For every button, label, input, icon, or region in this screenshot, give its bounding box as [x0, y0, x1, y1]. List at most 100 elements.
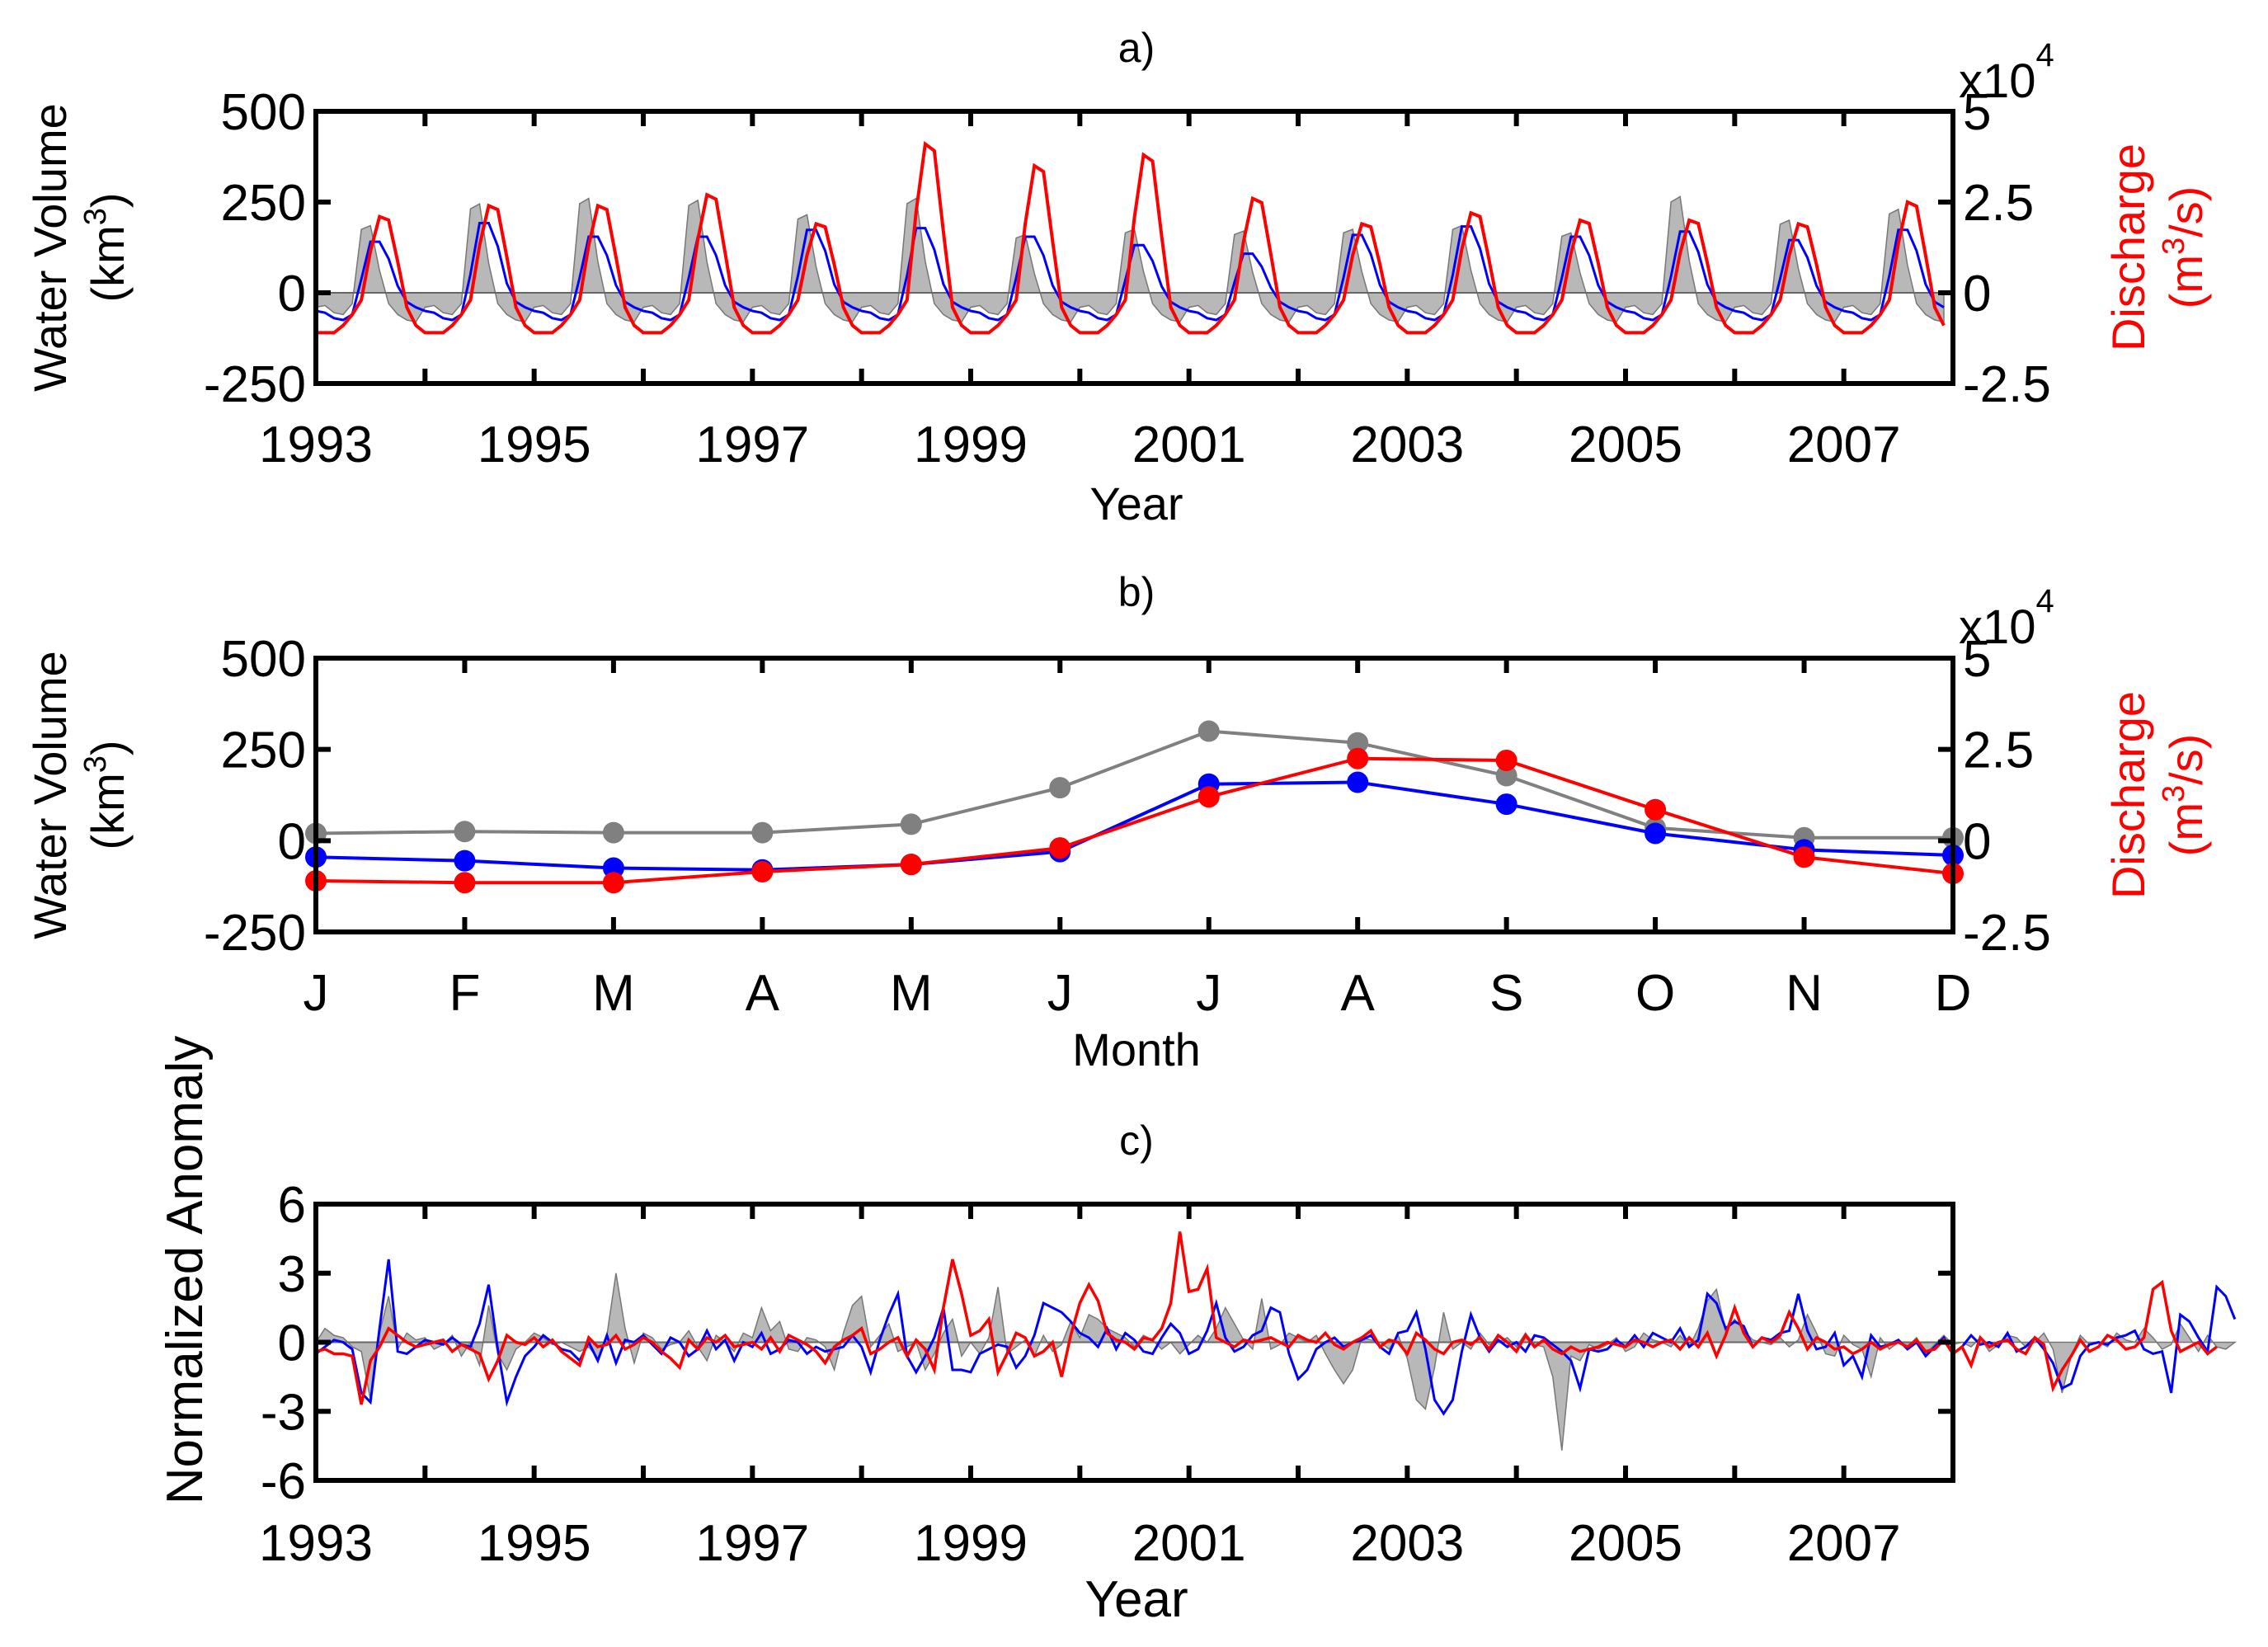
- panel-b-gray-point: [1049, 777, 1071, 799]
- x-tick-label: 1997: [695, 1515, 809, 1572]
- panel-b: b) J F M A M J J A S O N D 500 250 0 -250 5 2.5 0 -2.5 Mon…: [24, 569, 2212, 1075]
- panel-a-y-ticks: 500 250 0 -250 5 2.5 0 -2.5: [204, 84, 2051, 413]
- left-y-tick-label: 0: [278, 266, 306, 322]
- panel-b-y-ticks: 500 250 0 -250 5 2.5 0 -2.5: [204, 631, 2051, 962]
- right-y-tick-label: -2.5: [1963, 905, 2051, 962]
- panel-b-y-label-right: Discharge (m3/s): [2102, 691, 2212, 899]
- x-tick-label: F: [449, 965, 481, 1022]
- left-y-tick-label: 500: [221, 84, 306, 141]
- left-y-tick-label: 6: [278, 1177, 306, 1234]
- panel-b-gray-point: [751, 821, 774, 844]
- panel-b-blue-point: [1645, 822, 1667, 845]
- panel-b-red-point: [900, 854, 922, 876]
- panel-c-plot-area: [314, 1231, 2237, 1451]
- panel-b-blue-point: [454, 849, 476, 872]
- panel-c-x-label: Year: [1085, 1571, 1188, 1628]
- x-tick-label: J: [303, 965, 329, 1022]
- left-y-tick-label: -3: [261, 1384, 306, 1441]
- panel-b-red-point: [1347, 747, 1369, 769]
- panel-c: c) 1993 1995 1997 1999 2001 2003 2005 2007 6 3 0 -…: [157, 1036, 2237, 1628]
- x-tick-label: J: [1196, 965, 1221, 1022]
- x-tick-label: 2007: [1787, 416, 1901, 473]
- x-tick-label: O: [1635, 965, 1675, 1022]
- x-tick-label: D: [1935, 965, 1972, 1022]
- panel-b-plot-area: [305, 720, 1964, 894]
- left-y-tick-label: 250: [221, 175, 306, 232]
- panel-b-gray-point: [1495, 765, 1517, 787]
- x-tick-label: 2007: [1787, 1515, 1901, 1572]
- left-y-tick-label: -250: [204, 356, 306, 413]
- panel-b-y-label-right-line2: (m3/s): [2157, 734, 2212, 857]
- panel-b-frame: [313, 656, 1955, 934]
- panel-b-red-point: [454, 872, 476, 894]
- x-tick-label: S: [1489, 965, 1523, 1022]
- x-tick-label: A: [1341, 965, 1376, 1022]
- x-tick-label: J: [1047, 965, 1073, 1022]
- panel-a-y-label-left: Water Volume (km3): [24, 103, 134, 392]
- x-tick-label: 1999: [914, 1515, 1028, 1572]
- right-y-tick-label: 2.5: [1963, 722, 2034, 779]
- panel-c-y-label: Normalized Anomaly: [157, 1036, 214, 1505]
- x-tick-label: N: [1786, 965, 1823, 1022]
- x-tick-label: 2001: [1132, 1515, 1246, 1572]
- panel-c-red-series: [315, 1231, 2218, 1405]
- panel-c-y-label-text: Normalized Anomaly: [157, 1036, 214, 1505]
- panel-b-title: b): [1118, 569, 1155, 615]
- panel-b-gray-line: [315, 729, 1953, 840]
- x-tick-label: M: [890, 965, 933, 1022]
- left-y-tick-label: 0: [278, 813, 306, 870]
- panel-b-y-label-left: Water Volume (km3): [24, 651, 134, 939]
- panel-b-gray-point: [1347, 732, 1369, 754]
- panel-b-red-point: [751, 860, 774, 882]
- panel-b-red-line: [315, 756, 1954, 885]
- x-tick-label: 1999: [914, 416, 1028, 473]
- x-tick-label: A: [746, 965, 780, 1022]
- panel-b-right-multiplier: x104: [1959, 583, 2054, 654]
- panel-a-y-label-right-line2: (m3/s): [2157, 186, 2212, 309]
- panel-b-gray-point: [602, 821, 624, 844]
- x-tick-label: 2003: [1350, 1515, 1464, 1572]
- left-y-tick-label: -250: [204, 905, 306, 962]
- x-tick-label: 2005: [1569, 416, 1682, 473]
- left-y-tick-label: 250: [221, 722, 306, 779]
- panel-b-blue-point: [1347, 771, 1369, 793]
- left-y-tick-label: -6: [261, 1453, 306, 1510]
- panel-c-y-ticks: 6 3 0 -3 -6: [261, 1177, 1953, 1510]
- panel-c-title: c): [1119, 1118, 1154, 1164]
- panel-a-right-multiplier: x104: [1959, 37, 2054, 108]
- left-y-tick-label: 3: [278, 1246, 306, 1303]
- right-y-tick-label: 5: [1963, 631, 1991, 688]
- right-y-tick-label: 0: [1963, 813, 1991, 870]
- left-y-tick-label: 0: [278, 1315, 306, 1372]
- right-y-tick-label: -2.5: [1963, 356, 2051, 413]
- panel-b-red-point: [1049, 837, 1071, 859]
- x-tick-label: 1997: [695, 416, 809, 473]
- panel-b-red-point: [1495, 749, 1517, 771]
- panel-b-red-point: [1198, 786, 1220, 808]
- x-tick-label: 2001: [1132, 416, 1246, 473]
- panel-a-y-label-right-line1: Discharge: [2102, 144, 2154, 351]
- panel-b-y-label-right-line1: Discharge: [2102, 691, 2154, 899]
- left-y-tick-label: 500: [221, 631, 306, 688]
- panel-b-y-label-left-line1: Water Volume: [24, 651, 76, 939]
- x-tick-label: 1995: [478, 1515, 591, 1572]
- panel-b-red-point: [1793, 846, 1815, 868]
- panel-b-gray-point: [900, 813, 922, 835]
- panel-c-x-ticks: 1993 1995 1997 1999 2001 2003 2005 2007: [259, 1204, 1955, 1572]
- x-tick-label: 2005: [1569, 1515, 1682, 1572]
- x-tick-label: M: [592, 965, 635, 1022]
- x-tick-label: 1993: [259, 1515, 373, 1572]
- panel-b-red-point: [1645, 798, 1667, 821]
- panel-a-y-label-left-line2: (km3): [78, 192, 134, 302]
- panel-a-plot-area: [315, 140, 1953, 335]
- panel-a-y-label-left-line1: Water Volume: [24, 103, 76, 392]
- panel-b-gray-point: [454, 821, 476, 843]
- panel-b-red-point: [602, 872, 624, 894]
- x-tick-label: 1995: [478, 416, 591, 473]
- right-y-tick-label: 2.5: [1963, 175, 2034, 232]
- panel-b-gray-point: [1198, 720, 1220, 742]
- x-tick-label: 2003: [1350, 416, 1464, 473]
- panel-b-x-label: Month: [1072, 1023, 1201, 1075]
